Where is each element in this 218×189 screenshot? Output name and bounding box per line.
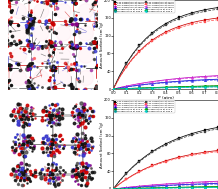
Circle shape (11, 48, 27, 63)
Circle shape (78, 70, 94, 86)
Circle shape (78, 26, 94, 41)
Circle shape (11, 4, 27, 19)
Circle shape (56, 70, 71, 86)
Circle shape (56, 26, 71, 41)
Circle shape (34, 4, 49, 19)
Circle shape (56, 48, 71, 63)
Circle shape (11, 26, 27, 41)
Circle shape (34, 48, 49, 63)
Circle shape (56, 4, 71, 19)
Circle shape (34, 70, 49, 86)
Legend: CO₂ adsorption at 273 K, CO₂ adsorption at 298 K, CH₄ adsorption at 273 K, CH₄ a: CO₂ adsorption at 273 K, CO₂ adsorption … (114, 100, 175, 113)
Circle shape (11, 70, 27, 86)
Circle shape (78, 48, 94, 63)
Circle shape (78, 4, 94, 19)
X-axis label: P (atm): P (atm) (158, 96, 174, 101)
Circle shape (34, 26, 49, 41)
Y-axis label: Amount Sorbed (cm³/g): Amount Sorbed (cm³/g) (99, 21, 104, 68)
Y-axis label: Amount Sorbed (cm³/g): Amount Sorbed (cm³/g) (99, 121, 104, 168)
Legend: CO₂ adsorption at 273 K, CO₂ adsorption at 298 K, CH₄ adsorption at 273 K, CH₄ a: CO₂ adsorption at 273 K, CO₂ adsorption … (114, 0, 175, 13)
